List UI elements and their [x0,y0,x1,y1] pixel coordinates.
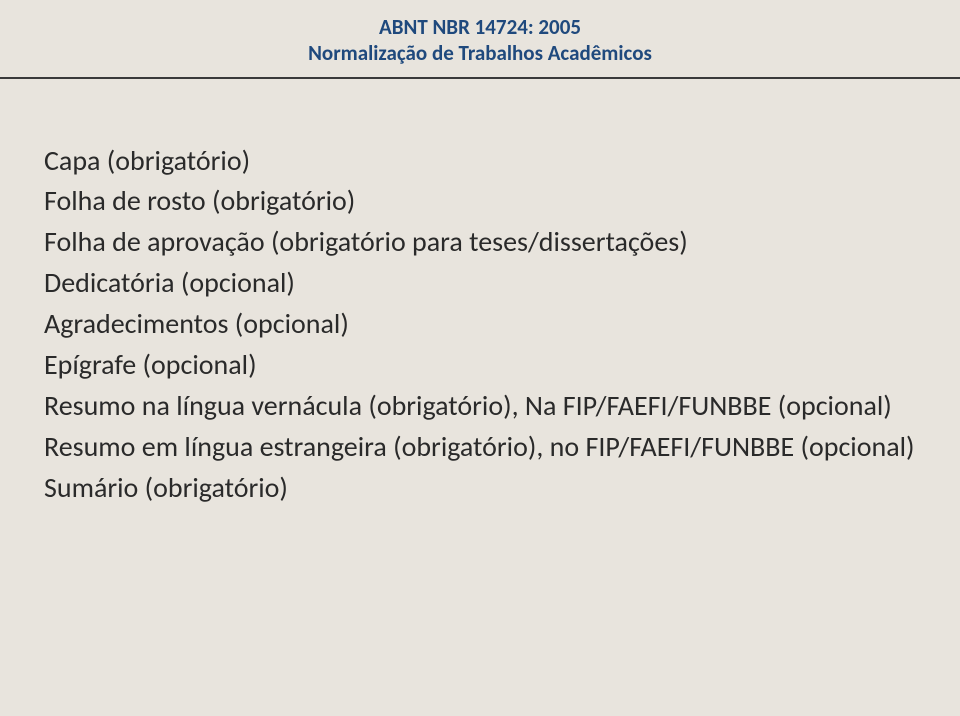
list-item: Epígrafe (opcional) [44,345,960,386]
list-item: Folha de aprovação (obrigatório para tes… [44,222,960,263]
list-item: Folha de rosto (obrigatório) [44,181,960,222]
list-item: Resumo na língua vernácula (obrigatório)… [44,386,960,427]
header-title-line2: Normalização de Trabalhos Acadêmicos [0,40,960,66]
slide-header: ABNT NBR 14724: 2005 Normalização de Tra… [0,0,960,77]
list-item: Agradecimentos (opcional) [44,304,960,345]
list-item: Capa (obrigatório) [44,141,960,182]
list-item: Sumário (obrigatório) [44,468,960,509]
list-item: Resumo em língua estrangeira (obrigatóri… [44,427,960,468]
header-title-line1: ABNT NBR 14724: 2005 [0,14,960,40]
list-item: Dedicatória (opcional) [44,263,960,304]
content-body: Capa (obrigatório) Folha de rosto (obrig… [0,79,960,509]
